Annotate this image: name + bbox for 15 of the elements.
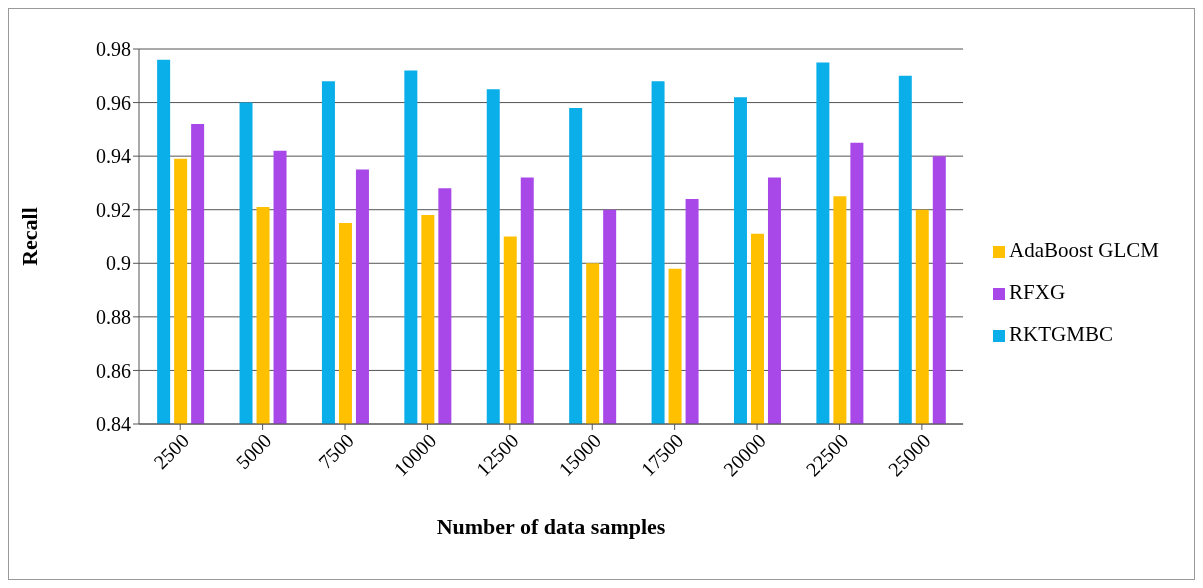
y-tick-label: 0.98 bbox=[96, 38, 131, 61]
legend-label: AdaBoost GLCM bbox=[1009, 237, 1159, 262]
y-tick-label: 0.86 bbox=[96, 359, 131, 382]
y-tick-label: 0.96 bbox=[96, 91, 131, 114]
y-tick-label: 0.84 bbox=[96, 413, 131, 436]
legend-label: RFXG bbox=[1009, 279, 1066, 304]
y-axis-title: Recall bbox=[16, 207, 42, 266]
legend-label: RKTGMBC bbox=[1009, 321, 1113, 346]
x-tick-label: 5000 bbox=[231, 429, 276, 474]
y-tick-label: 0.94 bbox=[96, 145, 131, 168]
y-tick-label: 0.92 bbox=[96, 198, 131, 221]
y-tick-label: 0.9 bbox=[106, 252, 131, 275]
x-axis-title: Number of data samples bbox=[436, 514, 666, 539]
y-tick-label: 0.88 bbox=[96, 305, 131, 328]
x-tick-label: 7500 bbox=[314, 429, 358, 474]
